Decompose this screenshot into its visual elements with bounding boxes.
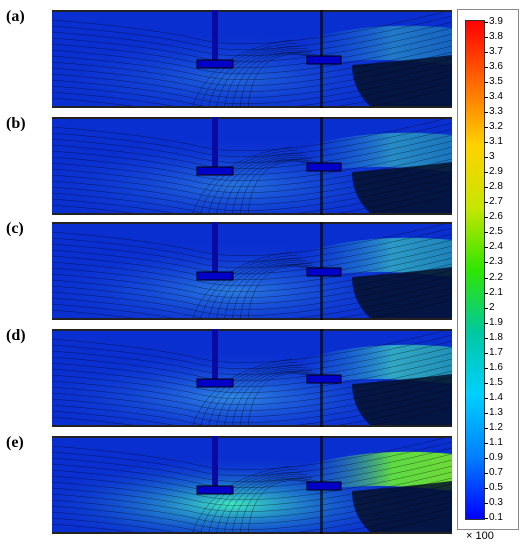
colorbar-tick-mark bbox=[484, 127, 488, 128]
colorbar-tick-mark bbox=[484, 398, 488, 399]
colorbar-tick-label: 2.1 bbox=[489, 288, 503, 298]
colorbar-tick-mark bbox=[484, 518, 488, 519]
colorbar-tick-mark bbox=[484, 293, 488, 294]
colorbar: 3.9 3.8 3.7 3.6 3.5 3.4 3.3 3.2 3.1 3 2.9 2.8 2.7 2.6… bbox=[457, 9, 519, 530]
colorbar-tick-label: 1.3 bbox=[489, 408, 503, 418]
colorbar-tick-label: 3.6 bbox=[489, 62, 503, 72]
colorbar-tick-mark bbox=[484, 503, 488, 504]
panel-label: (a) bbox=[6, 8, 25, 26]
colorbar-tick-mark bbox=[484, 202, 488, 203]
colorbar-tick-label: 2.8 bbox=[489, 182, 503, 192]
colorbar-tick-mark bbox=[484, 67, 488, 68]
colorbar-tick-label: 2.2 bbox=[489, 273, 503, 283]
colorbar-tick-mark bbox=[484, 172, 488, 173]
colorbar-tick-mark bbox=[484, 323, 488, 324]
colorbar-tick-label: 0.7 bbox=[489, 468, 503, 478]
colorbar-tick-mark bbox=[484, 413, 488, 414]
colorbar-tick-mark bbox=[484, 112, 488, 113]
colorbar-tick-mark bbox=[484, 217, 488, 218]
colorbar-tick-mark bbox=[484, 473, 488, 474]
flow-field-panel bbox=[52, 117, 452, 215]
colorbar-tick-mark bbox=[484, 157, 488, 158]
colorbar-tick-label: 3.4 bbox=[489, 92, 503, 102]
colorbar-tick-mark bbox=[484, 232, 488, 233]
colorbar-tick-label: 3.8 bbox=[489, 32, 503, 42]
panel-label: (b) bbox=[6, 115, 26, 133]
panel-label: (c) bbox=[6, 220, 24, 238]
colorbar-tick-label: 2.7 bbox=[489, 197, 503, 207]
colorbar-tick-mark bbox=[484, 353, 488, 354]
colorbar-tick-mark bbox=[484, 383, 488, 384]
colorbar-tick-label: 0.5 bbox=[489, 483, 503, 493]
panel-label: (d) bbox=[6, 327, 26, 345]
colorbar-tick-mark bbox=[484, 187, 488, 188]
colorbar-tick-label: 2.3 bbox=[489, 257, 503, 267]
colorbar-tick-label: 3.2 bbox=[489, 122, 503, 132]
colorbar-tick-mark bbox=[484, 142, 488, 143]
flow-field-panel bbox=[52, 329, 452, 427]
colorbar-tick-label: 3 bbox=[489, 152, 495, 162]
flow-field-panel bbox=[52, 436, 452, 534]
colorbar-tick-label: 2.6 bbox=[489, 212, 503, 222]
colorbar-tick-label: 3.9 bbox=[489, 17, 503, 27]
panel-label: (e) bbox=[6, 434, 24, 452]
colorbar-tick-label: 1.7 bbox=[489, 348, 503, 358]
flow-field-panel bbox=[52, 222, 452, 320]
colorbar-tick-label: 1.8 bbox=[489, 333, 503, 343]
colorbar-tick-mark bbox=[484, 52, 488, 53]
colorbar-tick-mark bbox=[484, 458, 488, 459]
colorbar-tick-mark bbox=[484, 368, 488, 369]
colorbar-tick-mark bbox=[484, 338, 488, 339]
colorbar-gradient bbox=[465, 20, 485, 520]
colorbar-tick-mark bbox=[484, 262, 488, 263]
colorbar-tick-mark bbox=[484, 428, 488, 429]
colorbar-tick-mark bbox=[484, 247, 488, 248]
colorbar-tick-label: 0.9 bbox=[489, 453, 503, 463]
colorbar-tick-mark bbox=[484, 443, 488, 444]
colorbar-tick-mark bbox=[484, 278, 488, 279]
colorbar-tick-label: 1.4 bbox=[489, 393, 503, 403]
colorbar-tick-label: 2.9 bbox=[489, 167, 503, 177]
colorbar-tick-label: 2.4 bbox=[489, 242, 503, 252]
flow-field-panel bbox=[52, 10, 452, 108]
colorbar-tick-mark bbox=[484, 308, 488, 309]
colorbar-tick-label: 0.3 bbox=[489, 498, 503, 508]
colorbar-tick-label: 3.1 bbox=[489, 137, 503, 147]
colorbar-tick-label: 0.1 bbox=[489, 513, 503, 523]
colorbar-tick-mark bbox=[484, 37, 488, 38]
colorbar-tick-mark bbox=[484, 82, 488, 83]
colorbar-tick-label: 2.5 bbox=[489, 227, 503, 237]
colorbar-tick-label: 1.2 bbox=[489, 423, 503, 433]
colorbar-tick-label: 3.7 bbox=[489, 47, 503, 57]
colorbar-tick-label: 2 bbox=[489, 303, 495, 313]
colorbar-tick-mark bbox=[484, 97, 488, 98]
colorbar-tick-label: 3.5 bbox=[489, 77, 503, 87]
colorbar-tick-mark bbox=[484, 488, 488, 489]
colorbar-tick-label: 1.9 bbox=[489, 318, 503, 328]
colorbar-tick-mark bbox=[484, 22, 488, 23]
colorbar-tick-label: 3.3 bbox=[489, 107, 503, 117]
colorbar-tick-label: 1.1 bbox=[489, 438, 503, 448]
colorbar-tick-label: 1.5 bbox=[489, 378, 503, 388]
colorbar-tick-label: 1.6 bbox=[489, 363, 503, 373]
colorbar-scale-note: × 100 bbox=[466, 530, 494, 542]
